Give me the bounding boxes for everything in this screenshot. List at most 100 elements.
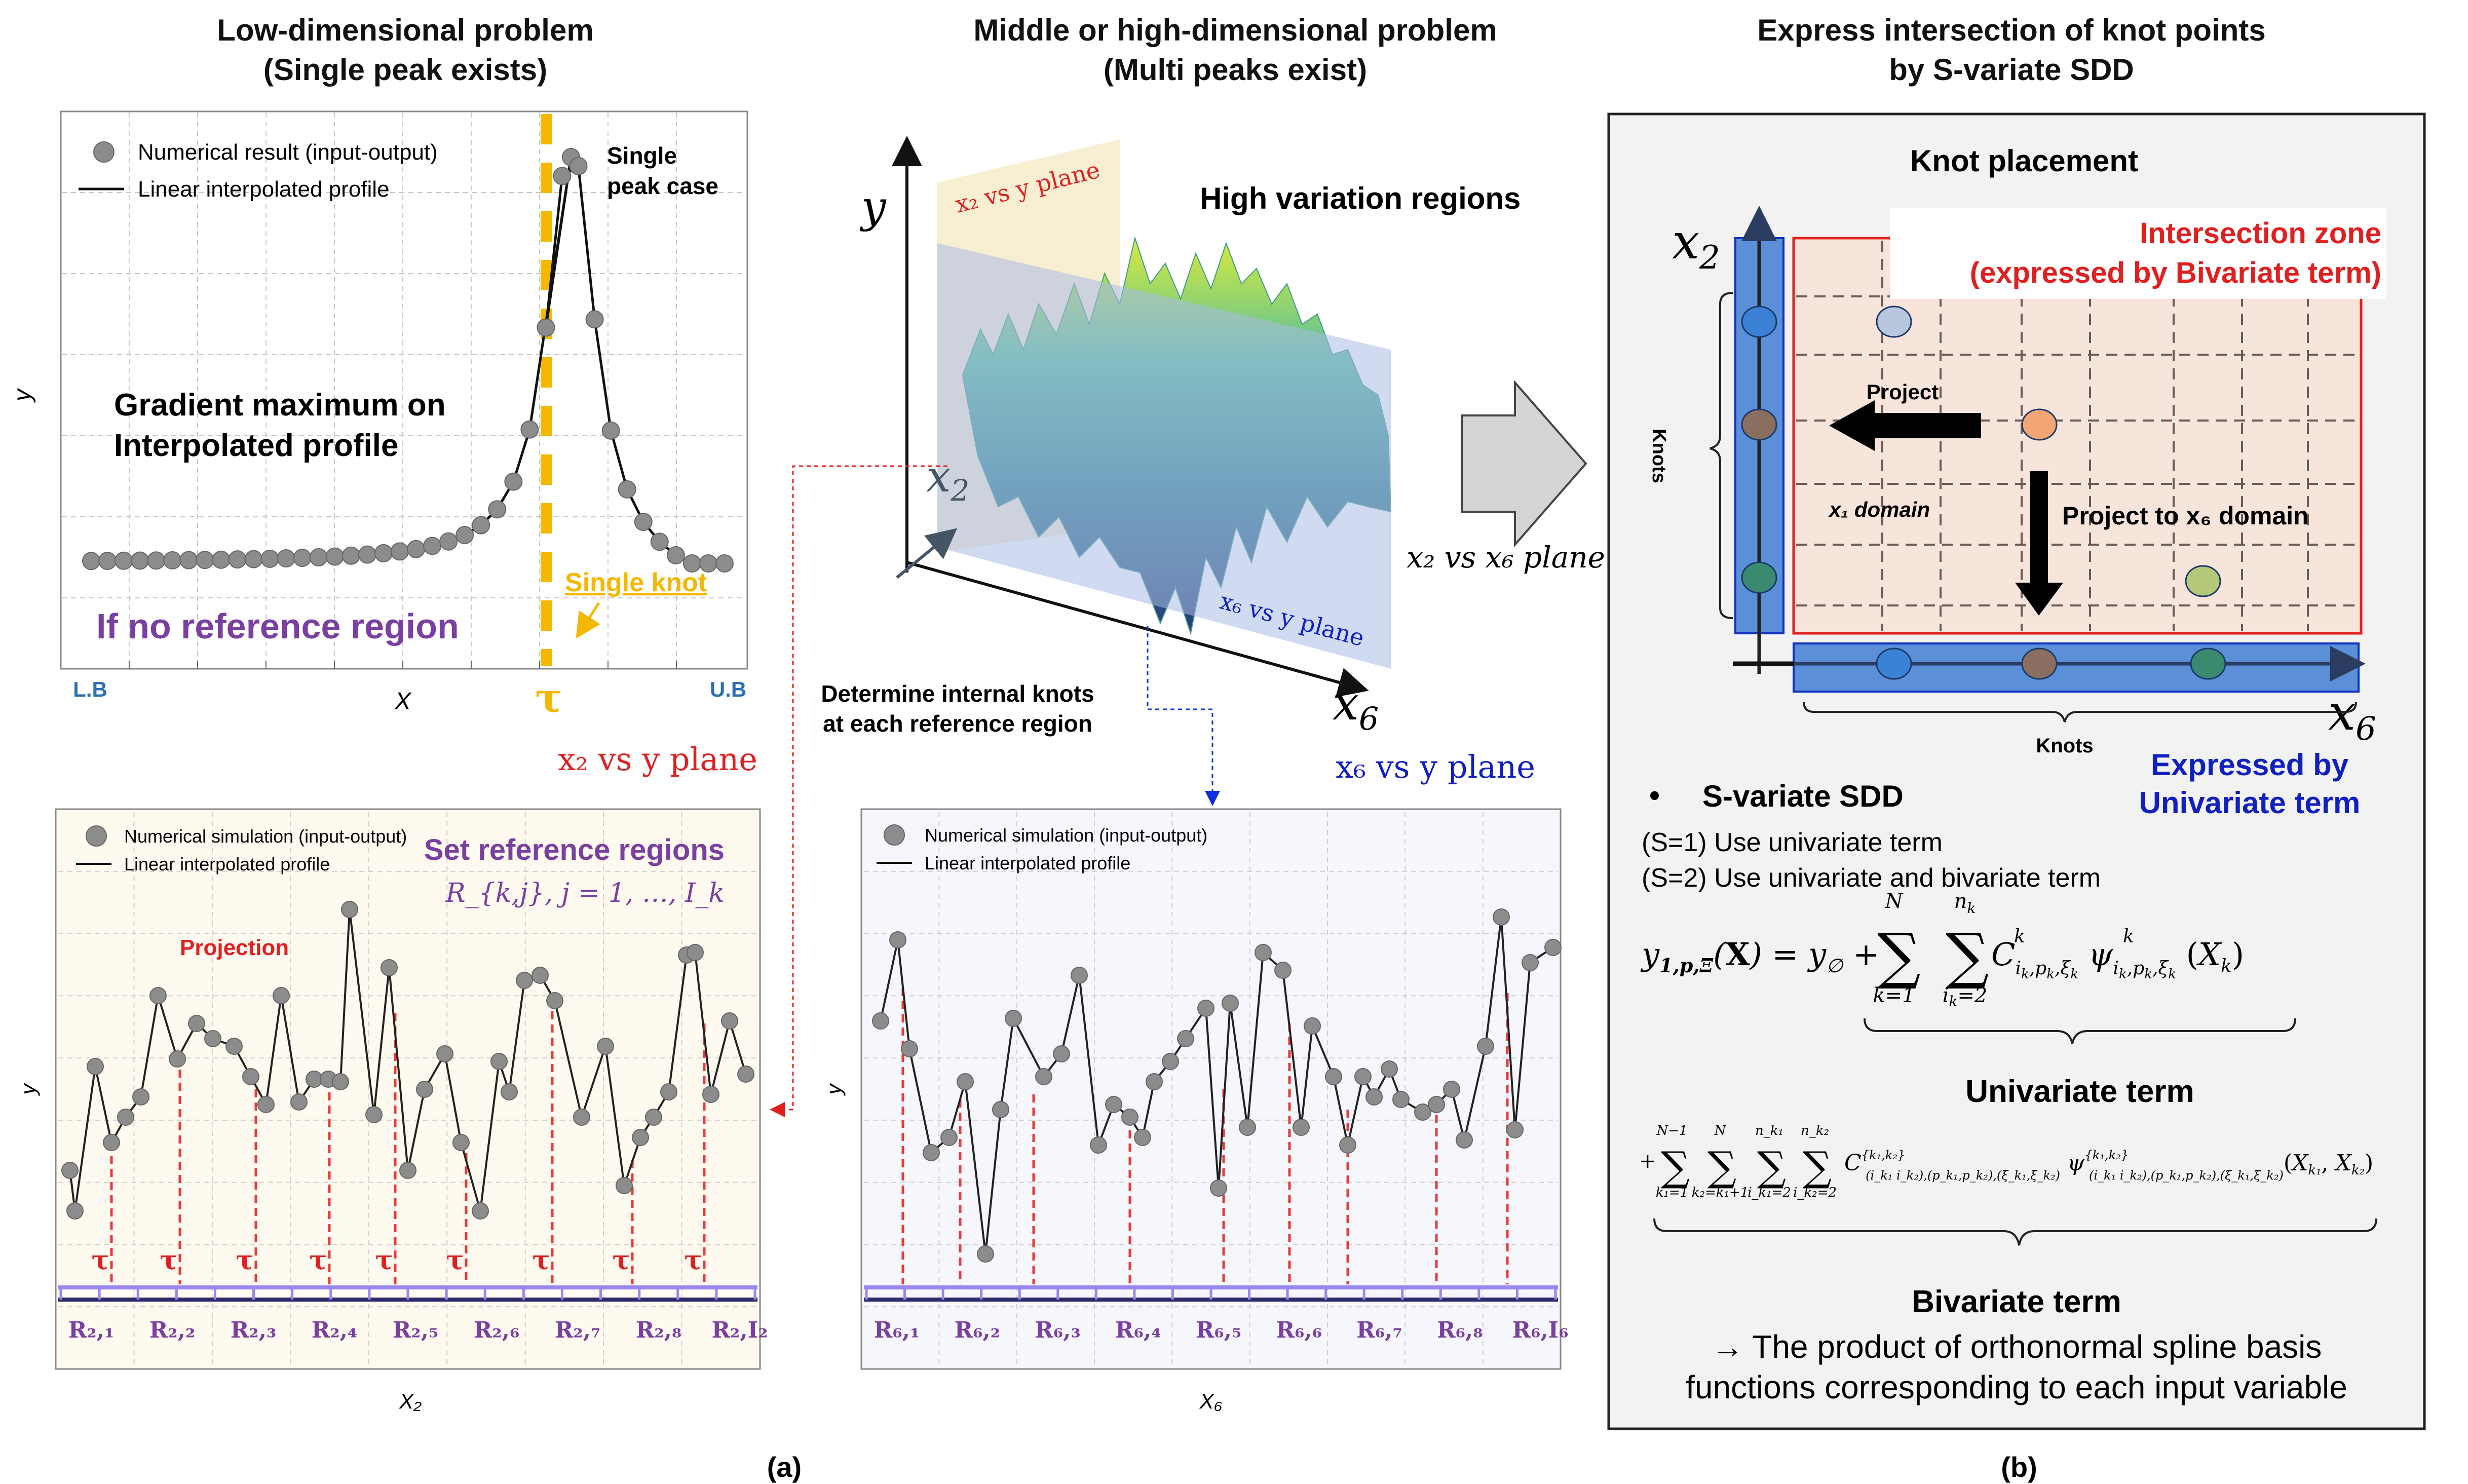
tau-label: τ	[533, 1245, 550, 1276]
data-point	[488, 500, 507, 519]
data-point	[212, 550, 231, 569]
eq-psi-sup: k	[2123, 926, 2134, 947]
data-point	[1354, 1068, 1372, 1085]
eq-sum-3-bottom: i_k₁=2	[1748, 1185, 1791, 1200]
x-axis-label: X₆	[1199, 1389, 1223, 1413]
bivariate-term-label: Bivariate term	[1912, 1284, 2121, 1319]
vertical-brace	[1710, 292, 1733, 619]
data-point	[1428, 1096, 1445, 1113]
data-point	[293, 549, 312, 567]
data-point	[660, 1083, 677, 1100]
data-point	[1053, 1045, 1070, 1062]
data-point	[1197, 1000, 1214, 1017]
data-point	[901, 1040, 918, 1057]
intersection-label-bg	[1890, 208, 2386, 299]
data-point	[341, 546, 360, 565]
peak-note-1: Single	[607, 142, 677, 169]
tau-label: τ	[310, 1245, 327, 1276]
data-point	[889, 931, 906, 948]
data-point	[341, 901, 358, 918]
data-point	[277, 549, 295, 568]
single-knot-label: Single knot	[565, 568, 707, 597]
data-point	[1035, 1068, 1052, 1085]
bivariate-brace	[1653, 1218, 2377, 1246]
data-point	[290, 1093, 308, 1111]
data-point	[1255, 944, 1272, 961]
knot-point	[1741, 408, 1777, 441]
region-label: R₆,I₆	[1512, 1317, 1568, 1343]
data-point	[117, 1109, 134, 1126]
region-label: R₆,₄	[1115, 1317, 1161, 1343]
data-point	[244, 550, 263, 568]
x1-domain-label: x₁ domain	[1828, 498, 1930, 521]
high-dim-subtitle: (Multi peaks exist)	[1104, 53, 1367, 87]
data-point	[650, 532, 669, 551]
eq-sum-1: ∑	[1661, 1143, 1690, 1190]
x2-main: x	[1672, 213, 1699, 270]
x6-main: x	[1333, 676, 1359, 731]
low-dim-subtitle: (Single peak exists)	[263, 53, 547, 87]
data-point	[618, 480, 636, 499]
data-point	[1544, 939, 1562, 956]
data-point	[439, 532, 458, 551]
data-point	[390, 542, 409, 561]
determine-knots-2: at each reference region	[823, 710, 1092, 737]
data-point	[169, 1050, 186, 1068]
data-point	[585, 310, 604, 329]
transition-arrow	[1461, 379, 1587, 548]
region-labels: R₂,₁ R₂,₂ R₂,₃ R₂,₄ R₂,₅ R₂,₆ R₂,₇ R₂,₈ R₂,I₂	[68, 1317, 768, 1343]
data-point	[992, 1101, 1009, 1118]
horizontal-brace	[1803, 701, 2357, 722]
data-point	[553, 167, 572, 185]
data-point	[531, 967, 549, 984]
univariate-brace	[1864, 1018, 2296, 1044]
data-point	[472, 1202, 489, 1220]
eq-coef-sup: k	[2014, 926, 2025, 947]
intersection-zone-label: Intersection zone	[2140, 217, 2381, 250]
determine-knots-1: Determine internal knots	[821, 680, 1094, 707]
eq-sum-2: ∑	[1707, 1143, 1736, 1190]
legend-point-marker	[93, 141, 115, 163]
projection-label: Projection	[180, 935, 289, 960]
data-point	[1293, 1119, 1310, 1136]
data-point	[977, 1245, 994, 1263]
legend-point-marker	[86, 825, 107, 847]
s1-text: (S=1) Use univariate term	[1642, 828, 1943, 857]
legend-line-label: Linear interpolated profile	[925, 853, 1130, 873]
data-point	[1146, 1073, 1163, 1090]
panel-b-subtitle: by S-variate SDD	[1889, 53, 2134, 87]
data-point	[1177, 1030, 1194, 1047]
lower-bound-label: L.B	[73, 677, 107, 701]
simulation-points	[61, 901, 754, 1220]
region-label: R₂,₃	[231, 1317, 276, 1343]
data-point	[423, 537, 442, 555]
region-labels: R₆,₁ R₆,₂ R₆,₃ R₆,₄ R₆,₅ R₆,₆ R₆,₇ R₆,₈ R₆,I₆	[874, 1317, 1569, 1343]
surface-x2-label: x2	[926, 451, 969, 508]
data-point	[103, 1134, 120, 1151]
tau-label: τ	[160, 1245, 178, 1276]
x2-plane-connector	[770, 465, 947, 1117]
data-point	[1090, 1136, 1107, 1154]
data-point	[1134, 1129, 1151, 1146]
grid	[58, 812, 757, 1366]
x6-axis-label: x6	[2328, 684, 2376, 748]
region-label: R₆,₃	[1035, 1317, 1080, 1343]
surface-y-label: y	[859, 182, 887, 233]
region-label: R₆,₂	[955, 1317, 1000, 1343]
eq-sum-i: ∑	[1946, 921, 1989, 992]
data-point	[1443, 1081, 1460, 1098]
knot-point	[1741, 306, 1777, 338]
data-point	[188, 1015, 205, 1032]
region-label: R₆,₆	[1276, 1317, 1322, 1343]
project-arrow-left	[1829, 400, 1981, 451]
high-dim-title: Middle or high-dimensional problem	[973, 13, 1497, 47]
data-point	[687, 944, 704, 961]
data-point	[1339, 1136, 1356, 1154]
projection-lines	[110, 998, 706, 1284]
data-point	[601, 421, 620, 440]
knot-placement-title: Knot placement	[1910, 144, 2138, 178]
data-point	[1477, 1038, 1494, 1055]
tau-label: τ	[613, 1245, 630, 1276]
expressed-by-label: Expressed by	[2151, 748, 2349, 782]
